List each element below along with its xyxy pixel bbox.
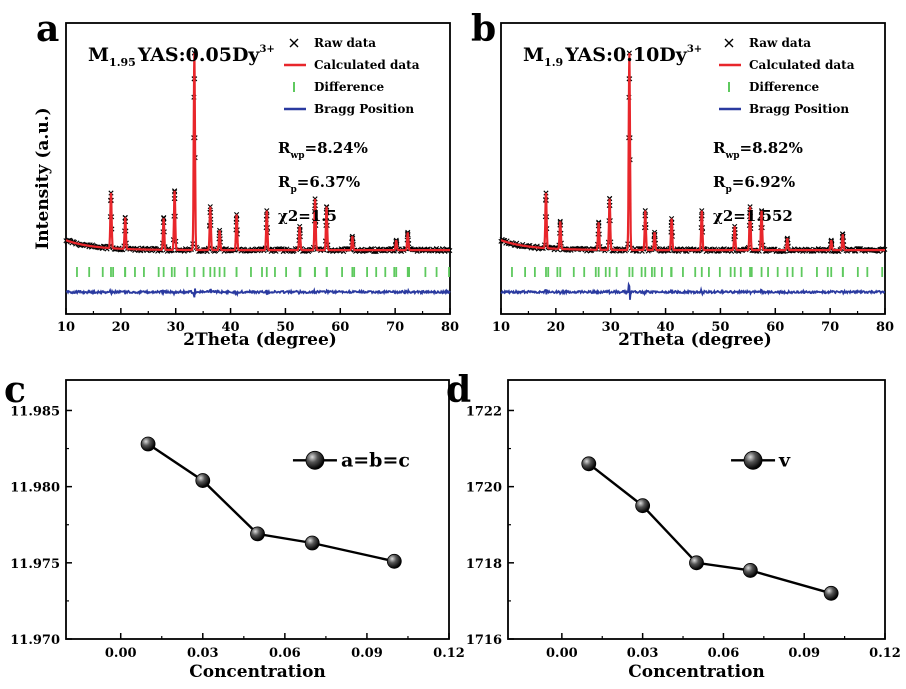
x-tick-label: 30: [167, 320, 185, 335]
legend-raw-marker: [724, 38, 734, 48]
data-point: [742, 563, 758, 578]
stat-rwp: Rwp=8.82%: [713, 139, 803, 161]
legend-marker: [743, 450, 763, 470]
x-tick-label: 40: [222, 320, 240, 335]
x-tick-label: 0.00: [105, 646, 137, 661]
xrd-panel-b: 10 20 30 40 50 60 70 80 2Theta (degree) b M1.9 YAS:…: [471, 8, 894, 350]
calculated-line: [65, 52, 450, 252]
xrd-panel-a: 10 20 30 40 50 60 70 80 2Theta (degree) Intensity…: [33, 8, 459, 350]
legend-label: a=b=c: [341, 449, 410, 471]
data-point: [823, 585, 839, 601]
x-tick-label: 20: [112, 320, 130, 335]
plot-frame: [507, 379, 886, 640]
y-axis-label: Intensity (a.u.): [33, 107, 53, 249]
x-axis-label: 2Theta (degree): [183, 330, 337, 350]
x-tick-label: 0.00: [546, 646, 578, 661]
x-tick-label: 10: [492, 320, 510, 335]
legend-label: Difference: [749, 80, 819, 94]
legend-label: Calculated data: [314, 58, 420, 72]
difference-curve: [500, 281, 886, 300]
legend-label: Calculated data: [749, 58, 855, 72]
x-tick-label: 0.06: [708, 646, 740, 661]
x-tick-label: 0.06: [269, 646, 301, 661]
y-tick-label: 11.970: [10, 633, 60, 648]
data-point: [195, 473, 211, 488]
x-tick-label: 70: [386, 320, 404, 335]
data-point: [304, 535, 320, 551]
legend-marker: [305, 450, 325, 470]
legend-label: v: [778, 449, 791, 471]
panel-label: c: [4, 369, 26, 411]
x-tick-label: 0.03: [187, 646, 219, 661]
x-axis-label: Concentration: [189, 662, 326, 682]
x-tick-label: 0.09: [351, 646, 383, 661]
data-point: [140, 436, 156, 452]
y-tick-label: 11.980: [10, 481, 60, 496]
x-tick-label: 0.03: [627, 646, 659, 661]
x-tick-label: 0.12: [433, 646, 465, 661]
composition-label: M1.95 YAS:0.05Dy3+: [88, 44, 275, 69]
legend-label: Difference: [314, 80, 384, 94]
calculated-line: [500, 52, 885, 252]
x-tick-label: 20: [547, 320, 565, 335]
legend-label: Raw data: [314, 36, 376, 50]
data-point: [250, 526, 265, 542]
x-tick-label: 30: [602, 320, 620, 335]
x-tick-label: 70: [821, 320, 839, 335]
x-axis-label: Concentration: [628, 662, 765, 682]
legend-raw-marker: [289, 38, 299, 48]
stat-rwp: Rwp=8.24%: [278, 139, 368, 161]
x-tick-label: 60: [766, 320, 784, 335]
legend: Raw data Calculated data Difference Bragg P…: [284, 36, 420, 116]
x-axis-label: 2Theta (degree): [618, 330, 772, 350]
y-tick-label: 1722: [466, 404, 502, 419]
legend: v: [731, 449, 791, 471]
panel-label: b: [471, 8, 496, 50]
panel-label: a: [36, 8, 59, 50]
difference-curve: [65, 287, 451, 298]
stat-rp: Rp=6.92%: [713, 173, 795, 195]
x-tick-label: 80: [441, 320, 459, 335]
x-tick-label: 0.12: [869, 646, 901, 661]
y-tick-label: 1716: [466, 633, 502, 648]
stat-chi2: χ2=1.5: [278, 207, 337, 225]
legend: a=b=c: [292, 449, 410, 471]
legend-label: Raw data: [749, 36, 811, 50]
legend: Raw data Calculated data Difference Bragg P…: [719, 36, 855, 116]
stat-chi2: χ2=1.552: [713, 207, 793, 225]
x-tick-label: 0.09: [788, 646, 820, 661]
y-tick-label: 1718: [466, 557, 502, 572]
x-tick-label: 80: [876, 320, 894, 335]
composition-label: M1.9 YAS:0.10Dy3+: [523, 44, 702, 69]
lattice-panel-d: 0.00 0.03 0.06 0.09 0.12 1716 1718 1720 1722 Conc…: [446, 369, 901, 682]
y-tick-label: 11.975: [10, 557, 60, 572]
x-tick-label: 10: [57, 320, 75, 335]
x-tick-label: 40: [657, 320, 675, 335]
lattice-panel-c: 0.00 0.03 0.06 0.09 0.12 11.970 11.975 11.980 11…: [4, 369, 465, 682]
stat-rp: Rp=6.37%: [278, 173, 360, 195]
plot-frame: [65, 379, 450, 640]
data-point: [386, 553, 402, 569]
y-tick-label: 1720: [466, 481, 502, 496]
y-tick-label: 11.985: [10, 404, 60, 419]
x-tick-label: 60: [331, 320, 349, 335]
series-line: [588, 462, 832, 595]
x-tick-label: 50: [276, 320, 294, 335]
legend-label: Bragg Position: [314, 102, 414, 116]
x-tick-label: 50: [711, 320, 729, 335]
data-point: [689, 555, 704, 571]
data-point: [635, 498, 651, 514]
panel-label: d: [446, 369, 471, 411]
legend-label: Bragg Position: [749, 102, 849, 116]
data-point: [581, 456, 597, 472]
